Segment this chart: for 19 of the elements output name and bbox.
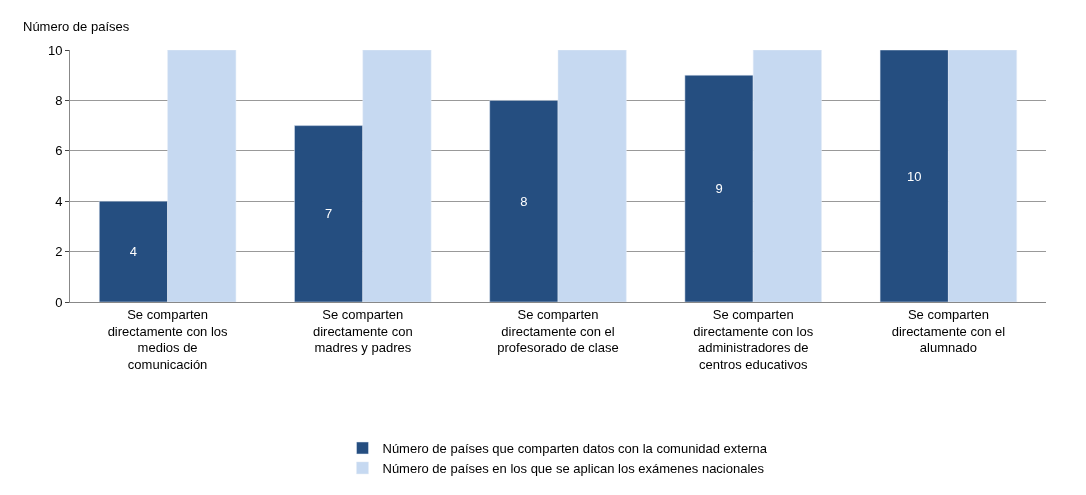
y-tick-label: 8 [55,92,63,108]
x-tick-label: Se comparten directamente con los administradores de centros educativos [693,306,814,373]
y-tick-label: 4 [55,193,63,209]
x-tick-label: Se comparten directamente con el profesorado de clase [497,306,619,356]
x-tick-label: Se comparten directamente con madres y padres [312,306,413,356]
data-label: 9 [715,181,723,197]
x-tick-label: Se comparten directamente con los medios de comunicación [107,306,229,373]
data-label: 10 [907,168,922,184]
y-tick-label: 10 [47,42,63,58]
y-axis-title: Número de países [23,19,130,34]
y-tick-label: 0 [55,294,63,310]
y-tick-label: 2 [55,244,63,260]
legend-label: Número de países que comparten datos con la comunidad externa [382,441,768,457]
data-label: 4 [129,244,138,260]
legend-label: Número de países en los que se aplican los exámenes nacionales [382,460,765,476]
y-tick-label: 6 [55,143,63,159]
data-label: 8 [520,193,528,209]
data-label: 7 [325,206,333,222]
x-tick-label: Se comparten directamente con el alumnado [891,306,1006,356]
